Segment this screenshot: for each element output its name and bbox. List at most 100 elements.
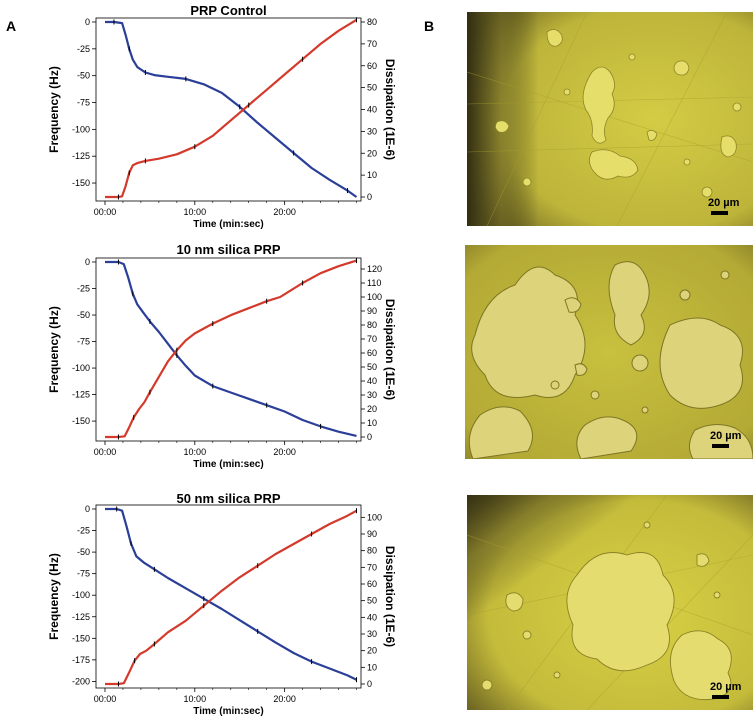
y-tick-label: -125 <box>72 151 90 161</box>
y2-tick-label: 100 <box>367 512 382 522</box>
scale-bar-1 <box>711 211 728 215</box>
plot-frame <box>95 257 362 442</box>
y-tick-label: -75 <box>77 569 90 579</box>
y2-axis-label: Dissipation (1E-6) <box>383 59 397 160</box>
micrograph-50nm-silica: 20 µm <box>467 495 753 710</box>
y-axis-label: Frequency (Hz) <box>47 66 61 153</box>
y2-tick-label: 20 <box>367 404 377 414</box>
y2-tick-label: 40 <box>367 105 377 115</box>
y-tick-label: -100 <box>72 124 90 134</box>
x-tick-label: 20:00 <box>273 207 296 217</box>
micrograph-image-3: 20 µm <box>467 495 753 710</box>
y2-tick-label: 90 <box>367 529 377 539</box>
y-tick-label: 0 <box>85 504 90 514</box>
x-axis-label: Time (min:sec) <box>193 219 263 230</box>
y-tick-label: -150 <box>72 633 90 643</box>
y-tick-label: -125 <box>72 612 90 622</box>
micrograph-10nm-silica: 20 µm <box>465 245 753 459</box>
y2-tick-label: 0 <box>367 679 372 689</box>
y2-tick-label: 50 <box>367 596 377 606</box>
y-tick-label: -75 <box>77 98 90 108</box>
series-dissipation <box>105 259 357 439</box>
y2-tick-label: 60 <box>367 579 377 589</box>
y2-tick-label: 30 <box>367 390 377 400</box>
chart-1: PRP Control 0 -25 -50 -75 -100 -125 -150 0 10 20 30… <box>47 3 397 230</box>
y-tick-label: -175 <box>72 655 90 665</box>
x-tick-label: 10:00 <box>184 694 207 704</box>
plot-frame <box>95 504 362 689</box>
x-tick-label: 20:00 <box>273 694 296 704</box>
y2-tick-label: 10 <box>367 170 377 180</box>
y-axis-label: Frequency (Hz) <box>47 553 61 640</box>
scale-label-2: 20 µm <box>710 430 742 442</box>
y-tick-label: -125 <box>72 390 90 400</box>
panel-label-b: B <box>424 18 435 34</box>
y2-tick-label: 50 <box>367 83 377 93</box>
y2-tick-label: 0 <box>367 432 372 442</box>
y-tick-label: -25 <box>77 284 90 294</box>
scale-label-1: 20 µm <box>708 197 740 209</box>
y2-tick-label: 10 <box>367 662 377 672</box>
y2-tick-label: 70 <box>367 562 377 572</box>
y-tick-label: -25 <box>77 526 90 536</box>
y-tick-label: -200 <box>72 676 90 686</box>
y2-tick-label: 60 <box>367 348 377 358</box>
y-tick-label: -150 <box>72 178 90 188</box>
panel-label-a: A <box>6 18 17 34</box>
x-tick-label: 10:00 <box>184 207 207 217</box>
y2-tick-label: 30 <box>367 126 377 136</box>
y-tick-label: -50 <box>77 547 90 557</box>
chart-2: 10 nm silica PRP 0 -25 -50 -75 -100 -125 -150 0 1… <box>47 242 397 470</box>
y2-tick-label: 70 <box>367 39 377 49</box>
chart-title: 50 nm silica PRP <box>176 491 280 506</box>
series-dissipation <box>105 509 358 686</box>
y-tick-label: -75 <box>77 337 90 347</box>
y2-tick-label: 20 <box>367 646 377 656</box>
chart-title: 10 nm silica PRP <box>176 242 280 257</box>
y-axis-label: Frequency (Hz) <box>47 306 61 393</box>
y2-tick-label: 50 <box>367 362 377 372</box>
y-tick-label: 0 <box>85 17 90 27</box>
y-tick-label: -25 <box>77 44 90 54</box>
y2-tick-label: 0 <box>367 192 372 202</box>
y2-tick-label: 120 <box>367 264 382 274</box>
x-tick-label: 00:00 <box>94 694 117 704</box>
micrograph-image-1: 20 µm <box>467 12 753 226</box>
y2-tick-label: 40 <box>367 612 377 622</box>
y2-tick-label: 100 <box>367 292 382 302</box>
y2-axis-label: Dissipation (1E-6) <box>383 546 397 647</box>
y2-tick-label: 80 <box>367 320 377 330</box>
scale-label-3: 20 µm <box>710 681 742 693</box>
series-dissipation <box>105 18 358 199</box>
y2-tick-label: 20 <box>367 148 377 158</box>
y2-tick-label: 90 <box>367 306 377 316</box>
y2-tick-label: 110 <box>367 278 381 288</box>
y2-axis-label: Dissipation (1E-6) <box>383 299 397 400</box>
y2-tick-label: 40 <box>367 376 377 386</box>
scale-bar-2 <box>712 444 729 448</box>
y-tick-label: -150 <box>72 416 90 426</box>
y2-tick-label: 30 <box>367 629 377 639</box>
y2-tick-label: 60 <box>367 61 377 71</box>
x-tick-label: 00:00 <box>94 207 117 217</box>
y-tick-label: -100 <box>72 363 90 373</box>
series-frequency <box>105 507 357 681</box>
micrograph-prp-control: 20 µm <box>467 12 753 226</box>
y-tick-label: 0 <box>85 257 90 267</box>
x-tick-label: 20:00 <box>273 447 296 457</box>
y2-tick-label: 10 <box>367 418 377 428</box>
x-tick-label: 00:00 <box>94 447 117 457</box>
series-frequency <box>105 260 357 437</box>
scale-bar-3 <box>712 695 729 699</box>
x-axis-label: Time (min:sec) <box>193 459 263 470</box>
chart-3: 50 nm silica PRP 0 -25 -50 -75 -100 -125 -150 -1… <box>47 491 397 717</box>
y2-tick-label: 70 <box>367 334 377 344</box>
y2-tick-label: 80 <box>367 17 377 27</box>
x-tick-label: 10:00 <box>184 447 207 457</box>
y2-tick-label: 80 <box>367 546 377 556</box>
y-tick-label: -100 <box>72 590 90 600</box>
x-axis-label: Time (min:sec) <box>193 706 263 717</box>
micrograph-image-2: 20 µm <box>465 245 753 459</box>
y-tick-label: -50 <box>77 71 90 81</box>
